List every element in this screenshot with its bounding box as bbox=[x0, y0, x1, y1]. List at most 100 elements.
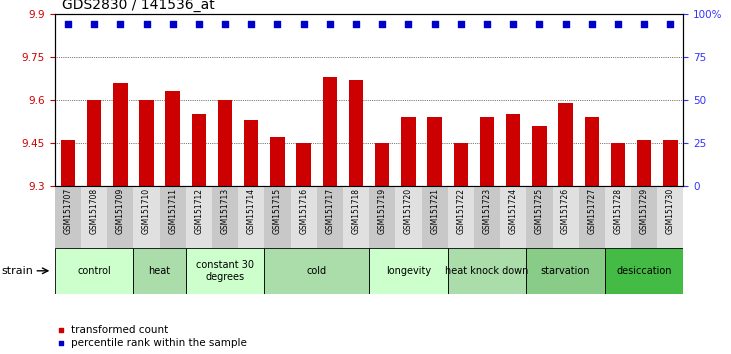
Point bbox=[612, 22, 624, 27]
Point bbox=[56, 327, 67, 333]
Text: GSM151727: GSM151727 bbox=[587, 188, 596, 234]
Bar bbox=[428, 117, 442, 186]
Bar bbox=[186, 186, 212, 248]
Bar bbox=[113, 83, 127, 186]
Bar bbox=[474, 186, 500, 248]
Bar bbox=[265, 248, 369, 294]
Point bbox=[167, 22, 178, 27]
Bar bbox=[447, 186, 474, 248]
Bar bbox=[55, 186, 81, 248]
Text: GSM151725: GSM151725 bbox=[535, 188, 544, 234]
Point bbox=[62, 22, 74, 27]
Point bbox=[246, 22, 257, 27]
Text: GSM151708: GSM151708 bbox=[90, 188, 99, 234]
Point bbox=[429, 22, 441, 27]
Bar bbox=[558, 103, 573, 186]
Bar bbox=[369, 186, 395, 248]
Text: GDS2830 / 141536_at: GDS2830 / 141536_at bbox=[62, 0, 215, 12]
Bar bbox=[369, 248, 447, 294]
Text: GSM151716: GSM151716 bbox=[299, 188, 308, 234]
Text: heat knock down: heat knock down bbox=[445, 266, 529, 276]
Point bbox=[324, 22, 336, 27]
Text: GSM151726: GSM151726 bbox=[561, 188, 570, 234]
Bar bbox=[506, 114, 520, 186]
Bar bbox=[349, 80, 363, 186]
Bar bbox=[500, 186, 526, 248]
Bar bbox=[657, 186, 683, 248]
Bar bbox=[218, 100, 232, 186]
Bar bbox=[631, 186, 657, 248]
Point bbox=[638, 22, 650, 27]
Point bbox=[115, 22, 126, 27]
Text: cold: cold bbox=[307, 266, 327, 276]
Point bbox=[298, 22, 309, 27]
Bar bbox=[605, 248, 683, 294]
Point bbox=[140, 22, 152, 27]
Bar bbox=[480, 117, 494, 186]
Text: GSM151723: GSM151723 bbox=[482, 188, 491, 234]
Bar bbox=[395, 186, 422, 248]
Point bbox=[586, 22, 598, 27]
Bar bbox=[290, 186, 317, 248]
Bar bbox=[526, 186, 553, 248]
Text: GSM151715: GSM151715 bbox=[273, 188, 282, 234]
Bar bbox=[133, 186, 159, 248]
Point bbox=[481, 22, 493, 27]
Point bbox=[272, 22, 284, 27]
Bar bbox=[192, 114, 206, 186]
Text: GSM151728: GSM151728 bbox=[613, 188, 623, 234]
Bar bbox=[186, 248, 265, 294]
Text: desiccation: desiccation bbox=[616, 266, 672, 276]
Bar bbox=[422, 186, 447, 248]
Bar bbox=[401, 117, 416, 186]
Text: GSM151717: GSM151717 bbox=[325, 188, 334, 234]
Text: GSM151719: GSM151719 bbox=[378, 188, 387, 234]
Point bbox=[350, 22, 362, 27]
Text: GSM151722: GSM151722 bbox=[456, 188, 466, 234]
Bar bbox=[611, 143, 625, 186]
Text: GSM151710: GSM151710 bbox=[142, 188, 151, 234]
Text: GSM151714: GSM151714 bbox=[247, 188, 256, 234]
Bar bbox=[165, 91, 180, 186]
Point bbox=[219, 22, 231, 27]
Bar bbox=[212, 186, 238, 248]
Point bbox=[455, 22, 466, 27]
Bar bbox=[133, 248, 186, 294]
Bar bbox=[579, 186, 605, 248]
Text: GSM151709: GSM151709 bbox=[115, 188, 125, 234]
Bar bbox=[553, 186, 579, 248]
Bar bbox=[244, 120, 259, 186]
Bar bbox=[107, 186, 133, 248]
Text: GSM151720: GSM151720 bbox=[404, 188, 413, 234]
Text: heat: heat bbox=[148, 266, 170, 276]
Bar bbox=[87, 100, 102, 186]
Text: GSM151713: GSM151713 bbox=[221, 188, 230, 234]
Bar bbox=[61, 140, 75, 186]
Bar bbox=[454, 143, 468, 186]
Text: control: control bbox=[77, 266, 111, 276]
Bar bbox=[585, 117, 599, 186]
Point bbox=[88, 22, 100, 27]
Bar bbox=[81, 186, 107, 248]
Point bbox=[403, 22, 414, 27]
Point bbox=[56, 341, 67, 346]
Bar bbox=[447, 248, 526, 294]
Bar bbox=[526, 248, 605, 294]
Text: percentile rank within the sample: percentile rank within the sample bbox=[70, 338, 246, 348]
Bar bbox=[55, 248, 133, 294]
Bar bbox=[322, 77, 337, 186]
Bar bbox=[637, 140, 651, 186]
Text: strain: strain bbox=[1, 266, 34, 276]
Text: GSM151707: GSM151707 bbox=[64, 188, 72, 234]
Bar bbox=[297, 143, 311, 186]
Bar bbox=[375, 143, 390, 186]
Bar bbox=[238, 186, 265, 248]
Text: GSM151729: GSM151729 bbox=[640, 188, 648, 234]
Point bbox=[193, 22, 205, 27]
Text: GSM151711: GSM151711 bbox=[168, 188, 177, 234]
Text: constant 30
degrees: constant 30 degrees bbox=[196, 260, 254, 282]
Text: GSM151718: GSM151718 bbox=[352, 188, 360, 234]
Bar bbox=[317, 186, 343, 248]
Bar bbox=[532, 126, 547, 186]
Text: GSM151721: GSM151721 bbox=[430, 188, 439, 234]
